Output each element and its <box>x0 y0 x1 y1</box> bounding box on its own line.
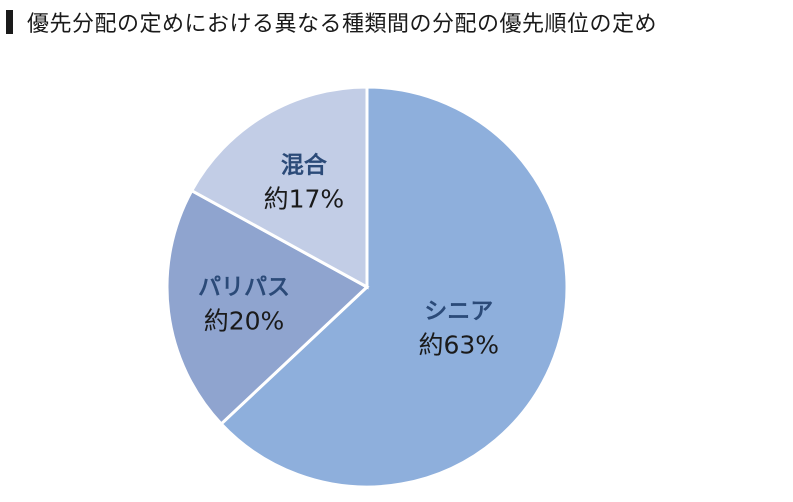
pie-slice-mixed <box>189 85 369 290</box>
slice-label-mixed: 混合 <box>281 151 328 178</box>
pie-slice-pari-passu <box>165 188 370 427</box>
slice-value-mixed: 約17% <box>264 184 345 213</box>
title-marker <box>6 10 13 34</box>
slice-label-senior: シニア <box>424 299 493 325</box>
chart-title: 優先分配の定めにおける異なる種類間の分配の優先順位の定め <box>27 12 658 37</box>
chart-title-bar: 優先分配の定めにおける異なる種類間の分配の優先順位の定め <box>6 4 786 40</box>
slice-value-senior: 約63% <box>419 331 500 360</box>
pie-slice-senior <box>219 85 569 489</box>
slice-label-pari-passu: パリパス <box>198 275 290 301</box>
slice-value-pari-passu: 約20% <box>204 307 285 336</box>
pie-slices <box>165 85 569 489</box>
